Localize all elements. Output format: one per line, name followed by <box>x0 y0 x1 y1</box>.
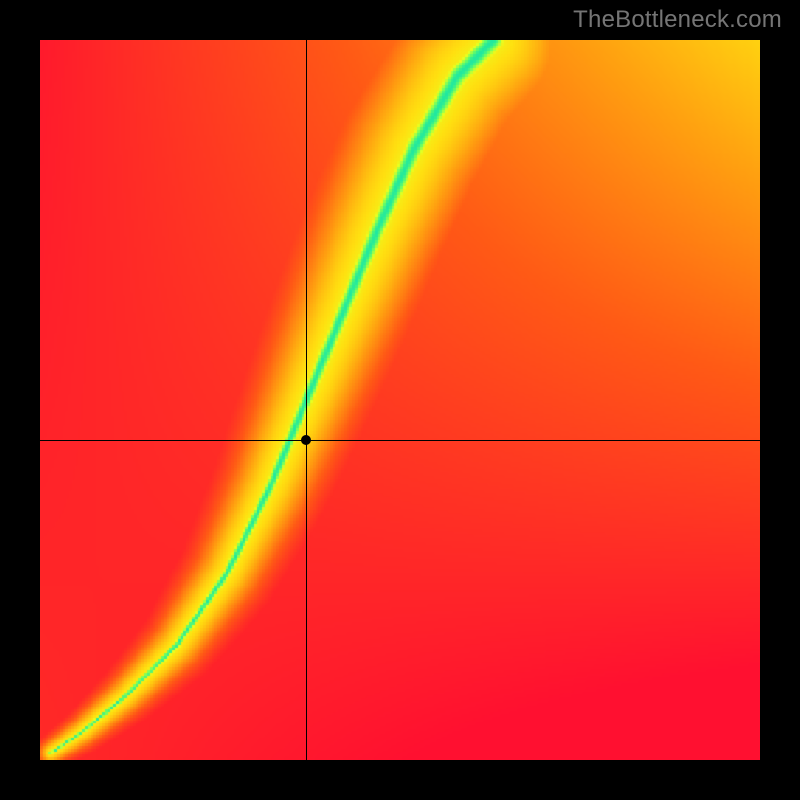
watermark-text: TheBottleneck.com <box>573 6 782 34</box>
heatmap-canvas <box>40 40 760 760</box>
heatmap-plot <box>40 40 760 760</box>
